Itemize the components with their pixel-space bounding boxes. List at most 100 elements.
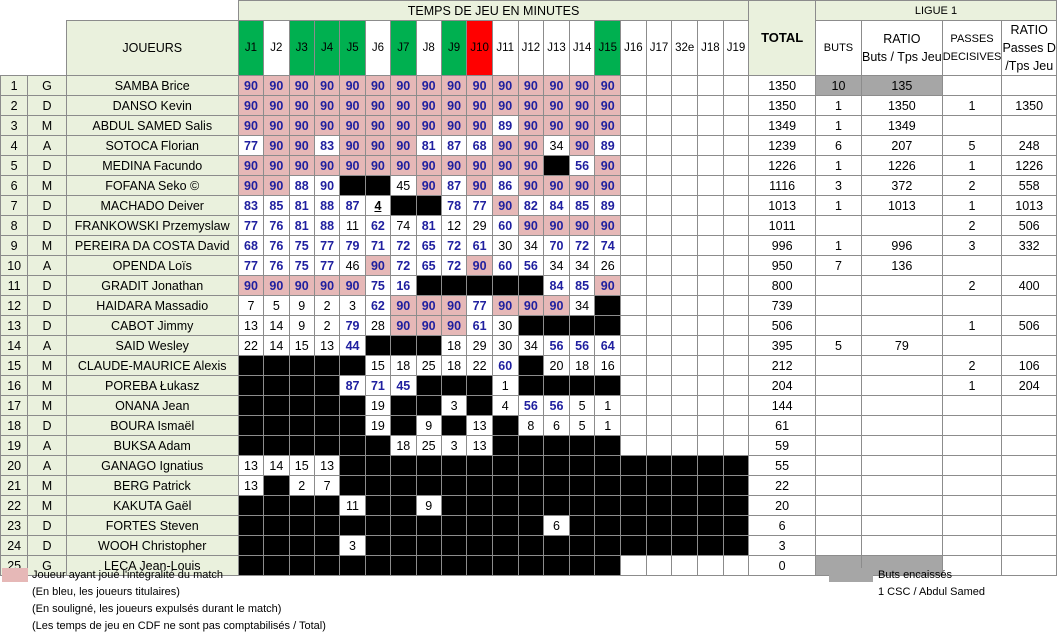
minutes-value: 2 [323, 298, 331, 313]
minutes-cell: 16 [390, 275, 417, 296]
minutes-value: 90 [575, 98, 590, 113]
minutes-cell [390, 475, 417, 496]
minutes-value: 28 [370, 318, 385, 333]
minutes-cell: 9 [288, 295, 315, 316]
minutes-cell [517, 315, 545, 336]
player-name: BOURA Ismaël [65, 415, 239, 436]
minutes-cell [517, 555, 545, 576]
ratio-buts-cell [861, 395, 943, 416]
minutes-cell: 11 [339, 495, 366, 516]
minutes-cell: 22 [466, 355, 493, 376]
minutes-value: 85 [269, 198, 284, 213]
player-number: 7 [0, 195, 29, 216]
minutes-cell: 90 [517, 215, 545, 236]
total-minutes: 800 [748, 275, 816, 296]
minutes-value: 15 [294, 458, 309, 473]
minutes-cell: 90 [263, 115, 290, 136]
minutes-cell: 86 [491, 175, 519, 196]
player-name: FRANKOWSKI Przemyslaw [65, 215, 239, 236]
minutes-value: 90 [447, 298, 462, 313]
minutes-cell [466, 535, 493, 556]
total-minutes: 55 [748, 455, 816, 476]
player-position: D [27, 155, 67, 176]
minutes-value: 8 [527, 418, 535, 433]
minutes-value: 2 [323, 318, 331, 333]
minutes-value: 90 [447, 98, 462, 113]
buts-cell [814, 315, 863, 336]
legend-buts-encaisses: Buts encaissés [878, 569, 952, 581]
minutes-cell [466, 375, 493, 396]
minutes-cell: 8 [517, 415, 545, 436]
minutes-value: 90 [421, 98, 436, 113]
minutes-cell: 45 [390, 375, 417, 396]
minutes-cell: 11 [339, 215, 366, 236]
minutes-cell [491, 515, 519, 536]
ratio-buts-cell: 1350 [861, 95, 943, 116]
player-number: 4 [0, 135, 29, 156]
minutes-cell: 79 [339, 235, 366, 256]
minutes-cell [722, 475, 750, 496]
minutes-cell: 88 [288, 175, 315, 196]
minutes-cell: 81 [288, 215, 315, 236]
minutes-cell: 90 [313, 75, 341, 96]
ratio-passes-cell: 1013 [1001, 195, 1057, 216]
minutes-cell: 76 [263, 235, 290, 256]
minutes-cell: 56 [568, 155, 596, 176]
minutes-cell: 90 [491, 75, 519, 96]
minutes-cell: 90 [263, 175, 290, 196]
minutes-cell [415, 555, 442, 576]
player-row: 3 M ABDUL SAMED Salis 90 90 90 90 90 90 90 90 90 90 8… [0, 115, 1057, 136]
passes-cell: 3 [941, 235, 1003, 256]
passes-cell: 2 [941, 215, 1003, 236]
player-position: M [27, 475, 67, 496]
minutes-cell: 14 [263, 315, 290, 336]
minutes-cell: 13 [466, 435, 493, 456]
ratio-passes-cell [1001, 115, 1057, 136]
minutes-value: 90 [269, 98, 284, 113]
minutes-cell [697, 455, 724, 476]
total-minutes: 1349 [748, 115, 816, 136]
ratio-buts-cell: 207 [861, 135, 943, 156]
minutes-value: 90 [472, 178, 487, 193]
minutes-value: 90 [244, 98, 258, 113]
minutes-value: 6 [553, 518, 560, 533]
minutes-cell [620, 535, 647, 556]
minutes-cell [620, 375, 647, 396]
minutes-cell [697, 315, 724, 336]
minutes-cell [364, 535, 392, 556]
minutes-cell [594, 375, 622, 396]
minutes-cell [517, 275, 545, 296]
minutes-cell: 72 [390, 235, 417, 256]
player-row: 1 G SAMBA Brice 90 90 90 90 90 90 90 90 90 90 90 90 90 9… [0, 75, 1057, 96]
minutes-cell [697, 175, 724, 196]
minutes-cell: 19 [364, 395, 392, 416]
minutes-cell: 56 [543, 335, 570, 356]
minutes-cell [390, 335, 417, 356]
minutes-value: 79 [345, 318, 360, 333]
minutes-cell [620, 435, 647, 456]
passes-line2: DECISIVES [942, 51, 1002, 63]
minutes-cell [671, 555, 699, 576]
minutes-cell [620, 355, 647, 376]
minutes-cell [620, 315, 647, 336]
minutes-cell [543, 155, 570, 176]
buts-cell [814, 275, 863, 296]
minutes-value: 5 [578, 398, 586, 413]
minutes-value: 75 [370, 278, 385, 293]
minutes-cell [313, 555, 341, 576]
buts-cell [814, 415, 863, 436]
minutes-cell: 15 [288, 455, 315, 476]
ratio-buts-cell [861, 415, 943, 436]
minutes-cell: 81 [288, 195, 315, 216]
blank-cell [0, 0, 239, 21]
minutes-cell: 84 [543, 275, 570, 296]
minutes-cell: 60 [491, 215, 519, 236]
ratio-passes-line2: Passes D [1002, 41, 1056, 55]
minutes-cell [568, 515, 596, 536]
minutes-cell: 90 [339, 75, 366, 96]
legend-cdf: (Les temps de jeu en CDF ne sont pas com… [32, 620, 326, 632]
minutes-cell [339, 555, 366, 576]
minutes-cell: 90 [568, 175, 596, 196]
minutes-value: 90 [575, 218, 590, 233]
joueurs-header: JOUEURS [65, 20, 239, 76]
